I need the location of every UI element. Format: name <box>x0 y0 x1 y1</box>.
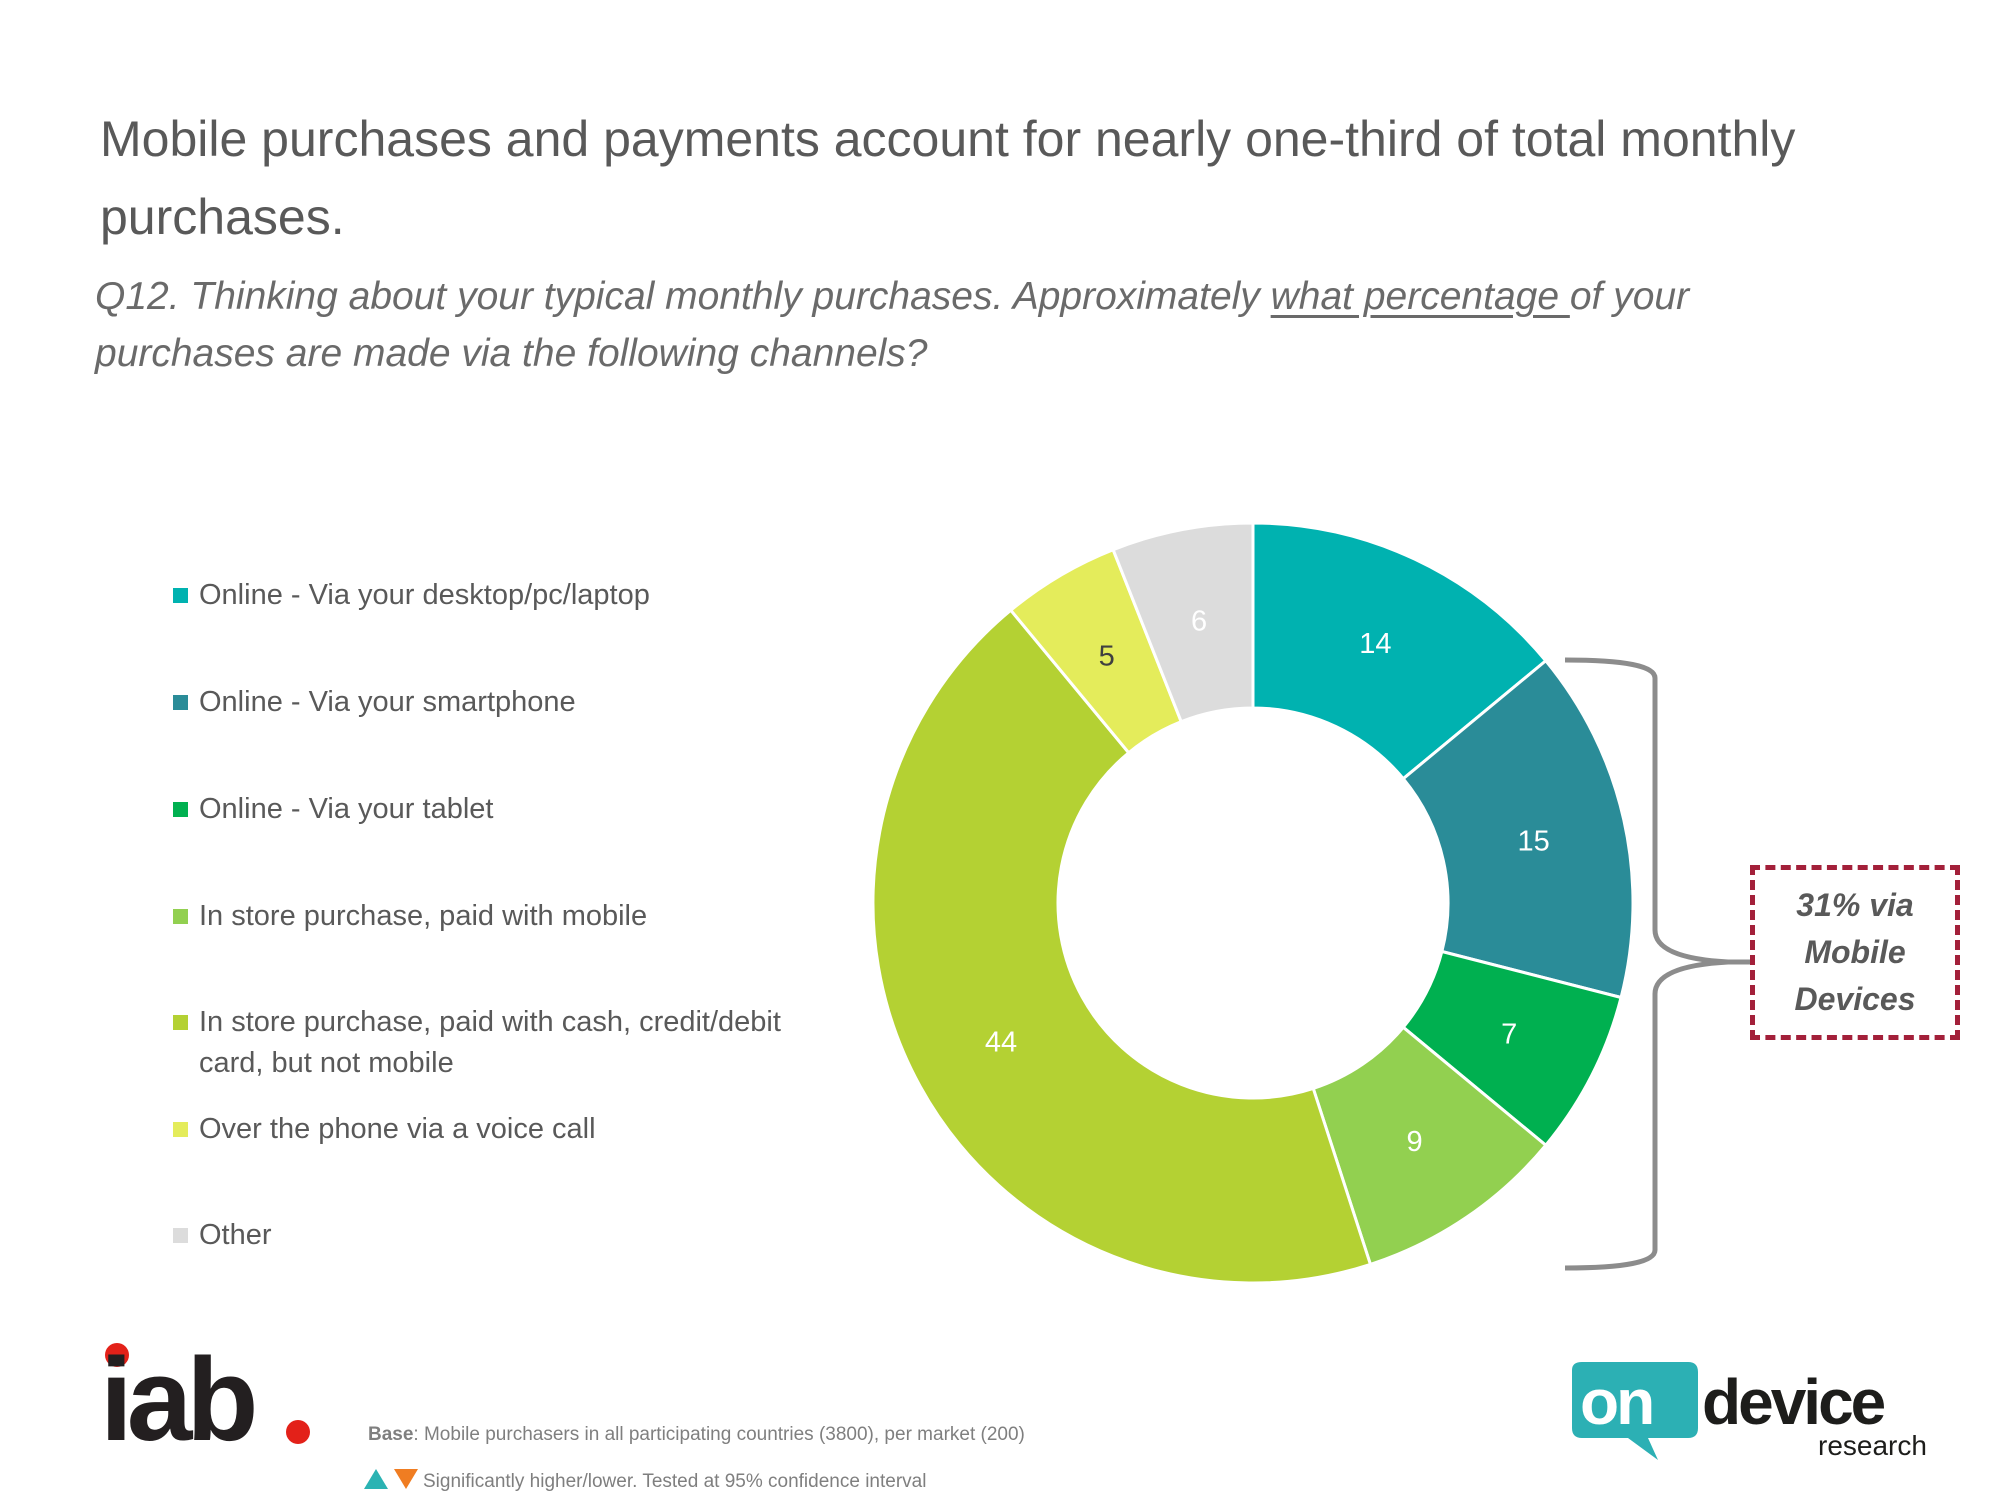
donut-slice <box>871 608 1373 1285</box>
legend-swatch <box>173 1228 188 1243</box>
legend-item: Online - Via your smartphone <box>173 682 853 723</box>
slice-data-label: 7 <box>1501 1019 1517 1051</box>
legend-label: In store purchase, paid with mobile <box>199 900 648 932</box>
legend-item: Over the phone via a voice call <box>173 1109 853 1150</box>
significance-text: Significantly higher/lower. Tested at 95… <box>423 1471 927 1493</box>
mobile-devices-callout: 31% via Mobile Devices <box>1750 865 1960 1040</box>
legend-swatch <box>173 909 188 924</box>
legend-swatch <box>173 588 188 603</box>
legend-swatch <box>173 1122 188 1137</box>
legend-item: Online - Via your desktop/pc/laptop <box>173 575 853 616</box>
svg-text:on: on <box>1580 1366 1652 1438</box>
base-label: Base <box>368 1424 414 1445</box>
slice-data-label: 6 <box>1191 606 1207 638</box>
legend-item: In store purchase, paid with cash, credi… <box>173 1002 853 1084</box>
survey-question: Q12. Thinking about your typical monthly… <box>95 268 1875 382</box>
legend-swatch <box>173 1015 188 1030</box>
legend-label: Over the phone via a voice call <box>199 1113 596 1145</box>
slide-title: Mobile purchases and payments account fo… <box>100 111 1796 245</box>
svg-text:iab: iab <box>100 1340 254 1450</box>
slice-data-label: 9 <box>1407 1126 1423 1158</box>
significance-footnote: Significantly higher/lower. Tested at 95… <box>363 1468 926 1496</box>
question-prefix: Q12. Thinking about your typical monthly… <box>95 275 1271 318</box>
svg-text:research: research <box>1818 1430 1927 1461</box>
legend-label: Other <box>199 1219 272 1251</box>
slice-data-label: 15 <box>1517 825 1549 857</box>
donut-slice <box>1401 658 1635 1000</box>
slice-data-label: 5 <box>1099 641 1115 673</box>
base-footnote: Base: Mobile purchasers in all participa… <box>368 1424 1025 1446</box>
legend-item: Other <box>173 1215 853 1256</box>
legend-swatch <box>173 695 188 710</box>
legend-label: Online - Via your desktop/pc/laptop <box>199 579 650 611</box>
lower-triangle-icon <box>393 1468 419 1496</box>
legend-item: Online - Via your tablet <box>173 789 853 830</box>
slice-data-label: 14 <box>1359 628 1391 660</box>
donut-slice <box>1111 521 1255 724</box>
legend-label: Online - Via your smartphone <box>199 686 576 718</box>
slice-data-label: 44 <box>985 1027 1017 1059</box>
donut-slice <box>1251 521 1548 781</box>
svg-text:device: device <box>1702 1366 1885 1438</box>
question-suffix: of your purchases are made via the follo… <box>95 275 1690 375</box>
iab-logo: iab <box>100 1334 320 1466</box>
legend-label: Online - Via your tablet <box>199 793 494 825</box>
higher-triangle-icon <box>363 1468 389 1496</box>
base-text: : Mobile purchasers in all participating… <box>413 1424 1025 1445</box>
ondevice-research-logo: on device research <box>1570 1360 1950 1475</box>
legend-label: In store purchase, paid with cash, credi… <box>199 1006 781 1079</box>
legend-item: In store purchase, paid with mobile <box>173 896 853 937</box>
legend-swatch <box>173 802 188 817</box>
question-emphasis: what percentage <box>1270 275 1570 318</box>
